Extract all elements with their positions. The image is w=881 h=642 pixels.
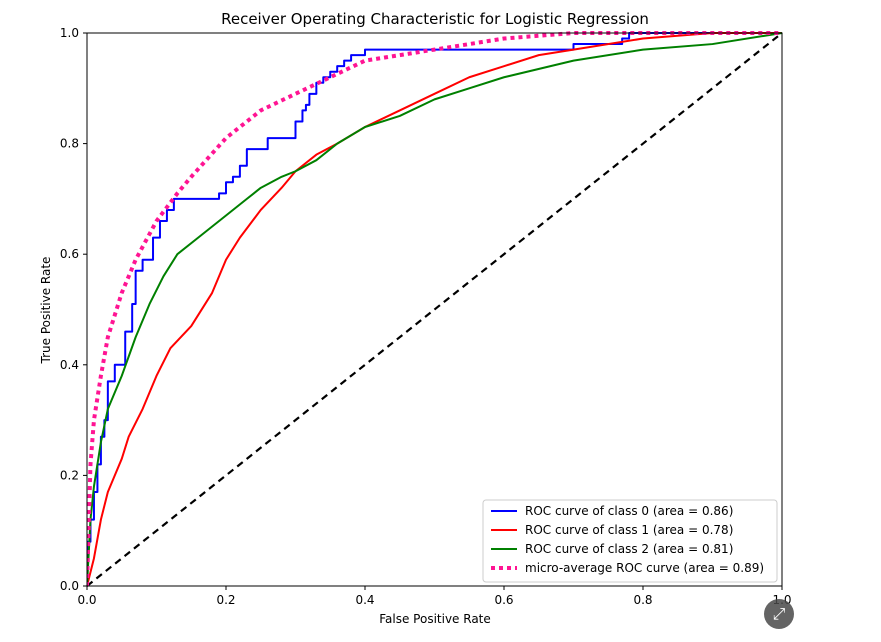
y-tick-label: 1.0 [60,26,79,40]
x-axis-label: False Positive Rate [379,612,491,626]
axes-frame [86,32,783,587]
x-tick-label: 0.4 [355,593,374,607]
legend-entry-1: ROC curve of class 1 (area = 0.78) [525,523,733,537]
legend-entry-0: ROC curve of class 0 (area = 0.86) [525,504,733,518]
series-line-3 [87,31,782,586]
expand-icon: ⤢ [772,604,786,623]
legend-entry-3: micro-average ROC curve (area = 0.89) [525,561,764,575]
series-line-2 [87,32,783,586]
series-line-1 [87,32,782,586]
chart-title: Receiver Operating Characteristic for Lo… [221,10,649,28]
y-tick-label: 0.6 [60,247,79,261]
x-tick-label: 0.8 [633,593,652,607]
x-tick-label: 0.2 [216,593,235,607]
x-tick-label: 0.6 [494,593,513,607]
y-tick-label: 0.4 [60,358,79,372]
series-line-0 [87,32,782,586]
y-tick-label: 0.2 [60,468,79,482]
legend: ROC curve of class 0 (area = 0.86) ROC cu… [482,499,778,583]
y-axis-label: True Positive Rate [39,257,53,365]
chance-reference-line [86,32,783,587]
y-tick-label: 0.8 [60,137,79,151]
legend-box [482,499,778,583]
expand-button[interactable]: ⤢ [764,599,794,629]
legend-entry-2: ROC curve of class 2 (area = 0.81) [525,542,733,556]
y-tick-label: 0.0 [60,579,79,593]
plot-area [86,31,783,587]
x-tick-label: 0.0 [77,593,96,607]
